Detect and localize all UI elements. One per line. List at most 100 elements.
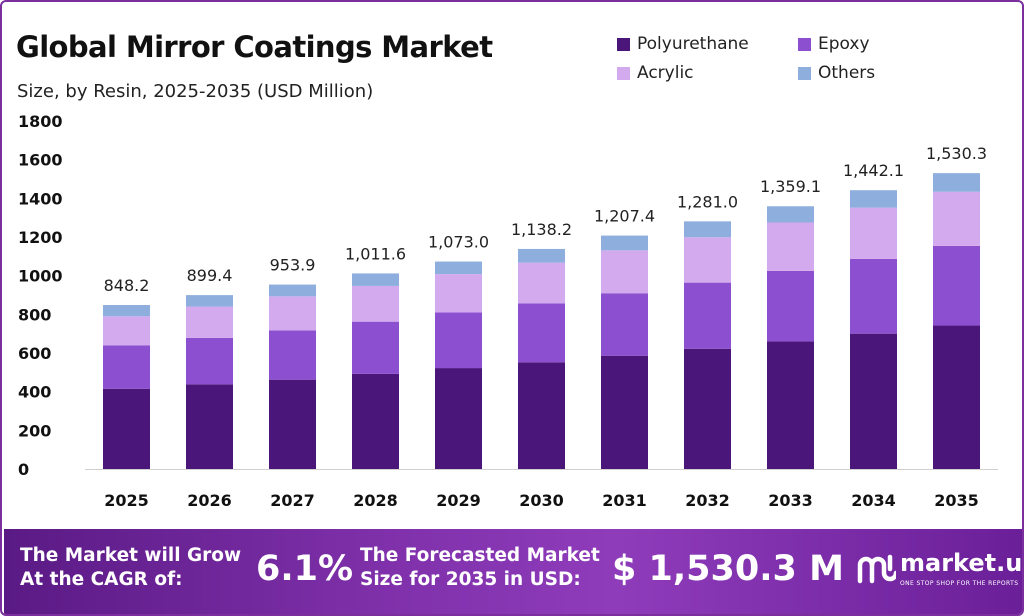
bar-segment-polyurethane-2035 — [933, 325, 980, 469]
brand-logo: market.us ONE STOP SHOP FOR THE REPORTS — [856, 549, 1024, 595]
bar-segment-others-2028 — [352, 273, 399, 286]
bar-segment-acrylic-2034 — [850, 207, 897, 259]
bar-total-label: 1,011.6 — [345, 244, 406, 263]
bar-total-label: 1,359.1 — [760, 177, 821, 196]
bar-segment-others-2027 — [269, 284, 316, 297]
bar-segment-epoxy-2030 — [518, 303, 565, 363]
y-tick-label: 600 — [18, 344, 51, 363]
bar-segment-others-2025 — [103, 305, 150, 317]
x-tick-label: 2029 — [436, 491, 481, 510]
bar-segment-acrylic-2027 — [269, 296, 316, 331]
market-us-logo-icon — [857, 554, 896, 584]
cagr-value: 6.1% — [256, 549, 354, 589]
cagr-label: The Market will Grow At the CAGR of: — [20, 545, 242, 590]
bar-segment-others-2029 — [435, 261, 482, 275]
bar-total-label: 899.4 — [187, 266, 233, 285]
y-tick-label: 1800 — [18, 112, 63, 131]
x-tick-label: 2030 — [519, 491, 564, 510]
bar-segment-polyurethane-2026 — [186, 384, 233, 469]
bar-segment-acrylic-2032 — [684, 237, 731, 283]
y-tick-label: 0 — [18, 460, 29, 479]
bar-segment-epoxy-2026 — [186, 337, 233, 385]
x-tick-label: 2033 — [768, 491, 813, 510]
bar-segment-acrylic-2031 — [601, 250, 648, 294]
bar-segment-acrylic-2029 — [435, 274, 482, 313]
x-tick-label: 2031 — [602, 491, 647, 510]
bar-segment-epoxy-2028 — [352, 321, 399, 374]
bar-total-label: 1,530.3 — [926, 144, 987, 163]
legend-item-others: Others — [798, 63, 875, 83]
bar-total-label: 1,281.0 — [677, 192, 738, 211]
bar-segment-others-2032 — [684, 221, 731, 238]
brand-name: market.us — [900, 549, 1024, 577]
bar-segment-polyurethane-2028 — [352, 373, 399, 469]
bar-total-label: 1,073.0 — [428, 233, 489, 252]
x-tick-label: 2025 — [104, 491, 149, 510]
bar-segment-polyurethane-2029 — [435, 368, 482, 469]
y-tick-label: 200 — [18, 421, 51, 440]
legend-label-epoxy: Epoxy — [818, 34, 870, 54]
bar-segment-epoxy-2031 — [601, 293, 648, 356]
bar-segment-others-2031 — [601, 235, 648, 251]
brand-tagline: ONE STOP SHOP FOR THE REPORTS — [900, 580, 1019, 587]
bar-total-label: 953.9 — [270, 256, 316, 275]
bar-total-label: 1,138.2 — [511, 220, 572, 239]
bar-segment-acrylic-2025 — [103, 316, 150, 346]
legend-swatch-epoxy — [798, 37, 811, 51]
x-tick-label: 2035 — [934, 491, 979, 510]
footer-banner: The Market will Grow At the CAGR of: 6.1… — [4, 529, 1024, 614]
bar-segment-acrylic-2028 — [352, 285, 399, 322]
bar-segment-others-2033 — [767, 206, 814, 223]
legend-swatch-others — [798, 66, 811, 80]
x-tick-label: 2028 — [353, 491, 398, 510]
bar-segment-polyurethane-2030 — [518, 362, 565, 469]
bar-segment-others-2030 — [518, 248, 565, 263]
bar-segment-epoxy-2027 — [269, 330, 316, 380]
bar-total-label: 848.2 — [104, 276, 150, 295]
y-tick-label: 1400 — [18, 189, 63, 208]
bar-segment-epoxy-2035 — [933, 245, 980, 326]
bar-segment-others-2034 — [850, 190, 897, 208]
bar-segment-acrylic-2035 — [933, 191, 980, 246]
legend-swatch-acrylic — [617, 66, 630, 80]
legend-item-polyurethane: Polyurethane — [617, 34, 749, 54]
x-tick-label: 2027 — [270, 491, 315, 510]
bar-segment-epoxy-2034 — [850, 258, 897, 334]
bar-segment-epoxy-2032 — [684, 282, 731, 349]
y-tick-label: 800 — [18, 305, 51, 324]
bar-segment-others-2035 — [933, 173, 980, 192]
y-tick-label: 400 — [18, 383, 51, 402]
bar-segment-others-2026 — [186, 295, 233, 307]
legend-label-others: Others — [818, 63, 876, 83]
bar-segment-polyurethane-2032 — [684, 348, 731, 469]
legend-item-epoxy: Epoxy — [798, 34, 870, 54]
x-tick-label: 2034 — [851, 491, 896, 510]
bar-total-label: 1,207.4 — [594, 207, 655, 226]
chart-subtitle: Size, by Resin, 2025-2035 (USD Million) — [17, 81, 374, 102]
x-tick-label: 2032 — [685, 491, 730, 510]
x-tick-label: 2026 — [187, 491, 232, 510]
bar-segment-polyurethane-2027 — [269, 379, 316, 469]
forecast-value: $ 1,530.3 M — [612, 549, 844, 589]
bar-segment-acrylic-2030 — [518, 262, 565, 304]
stacked-bar-chart: 0 200 400 600 800 1000 1200 1400 1600 1800 848.2 20… — [18, 112, 998, 510]
legend-label-polyurethane: Polyurethane — [637, 34, 749, 54]
legend: Polyurethane Epoxy Acrylic Others — [617, 34, 917, 90]
bar-total-label: 1,442.1 — [843, 161, 904, 180]
bar-segment-epoxy-2033 — [767, 270, 814, 342]
chart-title: Global Mirror Coatings Market — [16, 30, 493, 64]
bar-segment-acrylic-2033 — [767, 222, 814, 271]
bar-segment-polyurethane-2034 — [850, 333, 897, 469]
y-tick-label: 1000 — [18, 267, 63, 286]
bar-segment-epoxy-2029 — [435, 312, 482, 369]
bar-segment-epoxy-2025 — [103, 345, 150, 389]
bar-segment-acrylic-2026 — [186, 306, 233, 338]
legend-label-acrylic: Acrylic — [637, 63, 694, 83]
y-tick-label: 1200 — [18, 228, 63, 247]
legend-item-acrylic: Acrylic — [617, 63, 694, 83]
bar-segment-polyurethane-2033 — [767, 341, 814, 469]
bar-segment-polyurethane-2025 — [103, 388, 150, 469]
bar-segment-polyurethane-2031 — [601, 355, 648, 469]
forecast-label: The Forecasted Market Size for 2035 in U… — [360, 545, 600, 590]
